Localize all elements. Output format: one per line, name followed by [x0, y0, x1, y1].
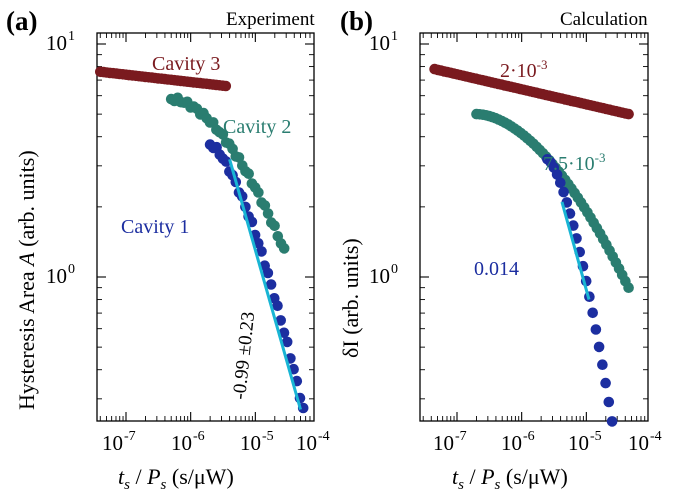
- a-series-2-point: [269, 220, 280, 232]
- svg-text:10: 10: [568, 431, 589, 455]
- panel-a-label-cavity-1: Cavity 1: [121, 216, 189, 238]
- svg-text:10: 10: [369, 264, 390, 288]
- svg-text:10: 10: [46, 31, 67, 55]
- b-series-3-point: [590, 324, 602, 335]
- a-series-2-point: [217, 129, 229, 140]
- a-series-1: [95, 66, 232, 92]
- panel-b-label-7-5e-3: 7.5·10-3: [543, 150, 606, 175]
- b-series-3-point: [600, 377, 611, 389]
- a-series-1-point: [220, 80, 232, 92]
- svg-text:10: 10: [171, 431, 192, 455]
- a-series-3-point: [275, 315, 287, 326]
- svg-text:10: 10: [240, 431, 261, 455]
- svg-text:10: 10: [433, 431, 454, 455]
- b-series-3-point: [558, 186, 569, 198]
- b-series-1-point: [623, 108, 634, 120]
- panel-a-y-tick-label-0: 10 0: [46, 262, 75, 288]
- svg-text:7.5·10-3: 7.5·10-3: [543, 150, 606, 175]
- svg-text:-5: -5: [590, 429, 602, 444]
- a-fit-line: [228, 158, 302, 410]
- b-series-1: [429, 63, 634, 120]
- panel-a-ticks: [97, 33, 314, 421]
- panel-b-x-tick-label-m6: 10 -6: [501, 429, 535, 455]
- svg-text:-7: -7: [124, 429, 136, 444]
- a-series-3-point: [265, 279, 277, 290]
- a-series-3-point: [278, 327, 290, 339]
- a-series-2-point: [253, 187, 264, 198]
- b-series-3-point: [603, 396, 615, 408]
- svg-text:1: 1: [391, 29, 398, 44]
- a-series-2: [165, 92, 290, 254]
- svg-text:ts / Ps (s/μW): ts / Ps (s/μW): [452, 464, 568, 493]
- panel-a-x-axis-label: ts / Ps (s/μW): [118, 464, 234, 493]
- a-series-2-point: [259, 200, 271, 211]
- panel-b-x-tick-label-m7: 10 -7: [433, 429, 467, 455]
- svg-text:10: 10: [369, 31, 390, 55]
- panel-b-x-tick-label-m4: 10 -4: [628, 429, 662, 455]
- svg-text:-7: -7: [455, 429, 467, 444]
- b-series-3-point: [587, 307, 598, 319]
- b-series-3-point: [597, 359, 608, 371]
- b-fit-line: [560, 201, 591, 300]
- panel-b-label-2e-3: 2·10-3: [500, 57, 548, 82]
- svg-text:-6: -6: [523, 429, 535, 444]
- svg-text:-6: -6: [193, 429, 205, 444]
- panel-a-plot-area: [96, 32, 315, 422]
- panel-b-x-axis-label: ts / Ps (s/μW): [452, 464, 568, 493]
- svg-text:10: 10: [102, 431, 123, 455]
- panel-a-x-tick-label-m5: 10 -5: [240, 429, 274, 455]
- panel-a-y-axis-label: Hysteresis Area A (arb. units): [14, 150, 39, 410]
- svg-text:-5: -5: [262, 429, 274, 444]
- panel-a-x-tick-label-m4: 10 -4: [296, 429, 330, 455]
- a-series-2-point: [243, 168, 254, 179]
- panel-b-y-tick-label-0: 10 0: [369, 262, 398, 288]
- b-series-3-point: [593, 341, 605, 353]
- panel-a-title: Experiment: [226, 9, 315, 30]
- b-series-3-point: [606, 416, 618, 427]
- panel-a-label-cavity-3: Cavity 3: [152, 53, 220, 75]
- b-series-3-point: [555, 177, 566, 188]
- svg-text:10: 10: [296, 431, 317, 455]
- a-series-3-point: [220, 156, 232, 167]
- panel-a-x-tick-label-m6: 10 -6: [171, 429, 205, 455]
- b-series-2-point: [623, 282, 634, 294]
- a-series-2-point: [233, 152, 245, 163]
- panel-b-label-0-014: 0.014: [474, 258, 519, 280]
- panel-a-x-tick-label-m7: 10 -7: [102, 429, 136, 455]
- svg-text:10: 10: [501, 431, 522, 455]
- svg-text:2·10-3: 2·10-3: [500, 57, 548, 82]
- panel-b-title: Calculation: [560, 9, 648, 30]
- svg-text:-4: -4: [318, 429, 330, 444]
- panel-a-fit-label: -0.99 ±0.23: [229, 311, 259, 401]
- panel-b-ticks: [420, 33, 648, 421]
- svg-text:0: 0: [391, 262, 398, 277]
- a-series-3-point: [281, 336, 293, 348]
- panel-a-y-tick-label-1: 10 1: [46, 29, 75, 55]
- panel-b-y-tick-label-1: 10 1: [369, 29, 398, 55]
- panel-a-letter: (a): [6, 6, 37, 36]
- panel-b-letter: (b): [340, 6, 373, 36]
- svg-text:0: 0: [68, 262, 75, 277]
- a-series-3-point: [262, 267, 274, 279]
- b-series-3-point: [551, 169, 563, 180]
- panel-a-data: [95, 66, 309, 414]
- svg-text:ts / Ps (s/μW): ts / Ps (s/μW): [118, 464, 234, 493]
- panel-b-y-axis-label: δI (arb. units): [338, 238, 363, 358]
- a-series-2-point: [262, 208, 274, 219]
- panel-b-x-tick-label-m5: 10 -5: [568, 429, 602, 455]
- a-series-3-point: [272, 300, 283, 312]
- panel-b-data: [429, 63, 634, 427]
- panel-b-plot-area: [419, 32, 649, 422]
- svg-text:-4: -4: [650, 429, 662, 444]
- a-series-2-point: [278, 243, 290, 254]
- a-series-3-point: [256, 246, 267, 257]
- panel-a-label-cavity-2: Cavity 2: [223, 116, 291, 138]
- a-series-3: [204, 139, 309, 414]
- svg-text:1: 1: [68, 29, 75, 44]
- svg-text:10: 10: [46, 264, 67, 288]
- svg-text:10: 10: [628, 431, 649, 455]
